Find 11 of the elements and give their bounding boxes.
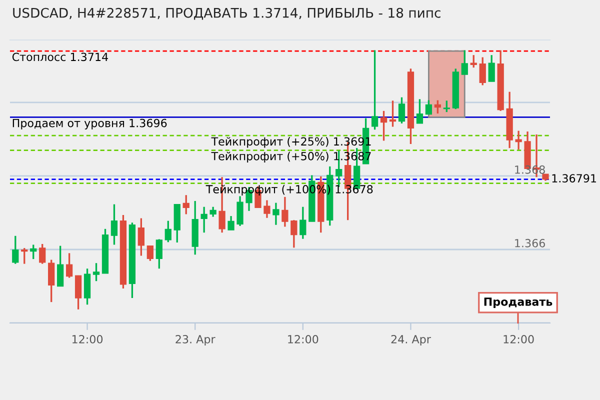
ref-line-label: 1.36791	[552, 174, 596, 183]
x-tick-label: 12:00	[504, 335, 534, 344]
x-tick-label: 12:00	[288, 335, 318, 344]
y-tick-label: 1.366	[515, 238, 545, 248]
x-tick-label: 23. Apr	[176, 335, 216, 346]
x-tick-label: 24. Apr	[391, 335, 431, 346]
chart-title: USDCAD, H4#228571, ПРОДАВАТЬ 1.3714, ПРИБЫЛЬ - 18 пипс	[13, 8, 440, 20]
ref-line-label: Продаем от уровня 1.3696	[12, 118, 167, 130]
x-tick-label: 12:00	[72, 335, 103, 344]
ref-line-label: Стоплосс 1.3714	[12, 52, 108, 62]
annotation: Продавать	[484, 298, 552, 308]
